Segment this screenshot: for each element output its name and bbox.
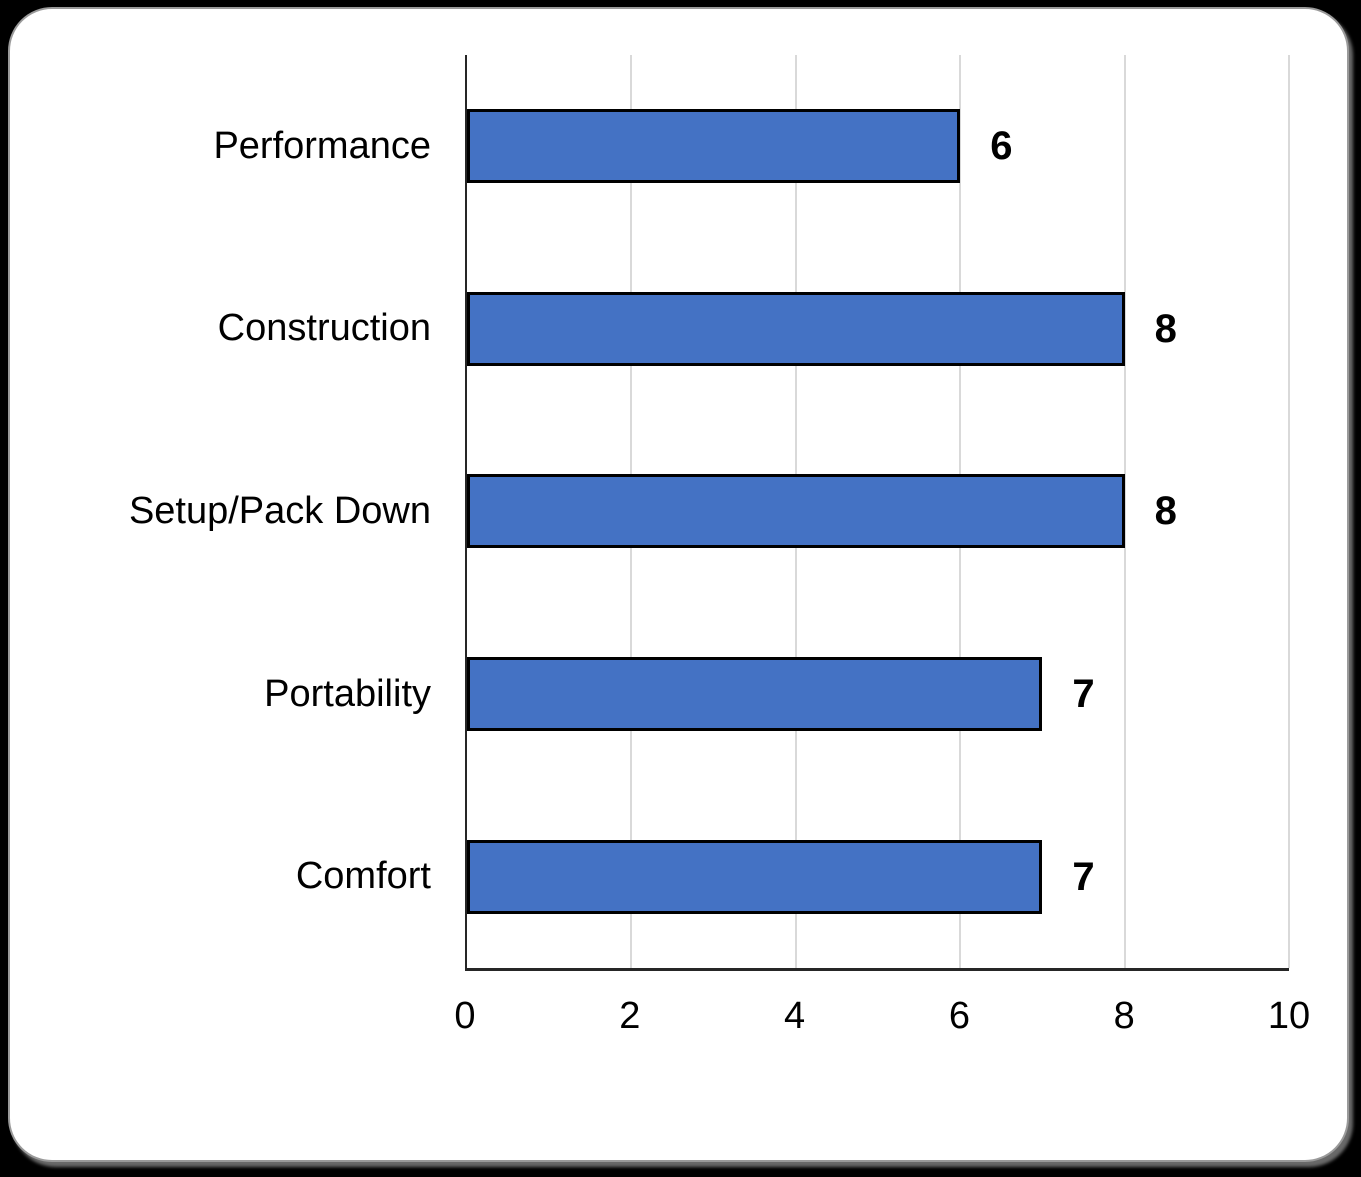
bar-row: 7 (467, 785, 1289, 968)
bar-performance (467, 109, 961, 184)
x-tick-label-6: 6 (948, 995, 970, 1037)
x-tick-label-10: 10 (1267, 995, 1311, 1037)
bar-row: 8 (467, 238, 1289, 421)
bar-comfort (467, 839, 1043, 914)
bar-construction (467, 291, 1125, 366)
bar-value-label: 8 (1154, 489, 1177, 534)
bar-value-label: 7 (1072, 672, 1095, 717)
category-label-performance: Performance (213, 124, 431, 167)
bar-row: 6 (467, 55, 1289, 238)
bar-value-label: 8 (1154, 306, 1177, 351)
x-tick-label-2: 2 (619, 995, 641, 1037)
category-label-portability: Portability (264, 672, 431, 715)
x-tick-label-4: 4 (784, 995, 806, 1037)
gridline-x-8 (1123, 55, 1126, 968)
chart-card: Performance Construction Setup/Pack Down Po… (8, 7, 1349, 1162)
plot-area: 6 8 8 7 7 (465, 55, 1290, 971)
category-label-comfort: Comfort (295, 855, 431, 898)
bar-value-label: 7 (1072, 854, 1095, 899)
bar-row: 7 (467, 603, 1289, 786)
bar-setup-pack-down (467, 474, 1125, 549)
gridline-x-10 (1288, 55, 1290, 968)
bar-value-label: 6 (990, 124, 1013, 169)
x-tick-label-0: 0 (454, 995, 476, 1037)
category-label-setup-pack-down: Setup/Pack Down (128, 489, 431, 532)
bar-portability (467, 657, 1043, 732)
bar-row: 8 (467, 420, 1289, 603)
x-tick-label-8: 8 (1113, 995, 1135, 1037)
category-axis-labels: Performance Construction Setup/Pack Down Po… (10, 55, 431, 968)
x-axis-tick-labels: 0 2 4 6 8 10 (454, 994, 1310, 1044)
category-label-construction: Construction (217, 307, 431, 350)
